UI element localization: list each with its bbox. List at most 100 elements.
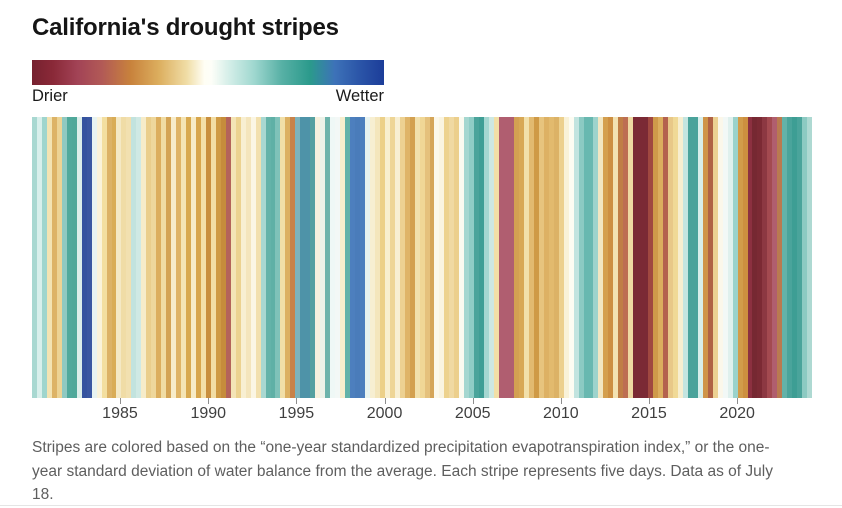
stripe [563, 117, 569, 398]
stripe [345, 117, 350, 398]
stripe [245, 117, 251, 398]
stripe [603, 117, 609, 398]
stripe [533, 117, 539, 398]
stripe [677, 117, 683, 398]
stripe [479, 117, 485, 398]
stripe [136, 117, 142, 398]
stripe [772, 117, 778, 398]
stripe [429, 117, 435, 398]
axis-tick [648, 398, 650, 404]
stripe [86, 117, 92, 398]
stripe [608, 117, 614, 398]
stripe [459, 117, 465, 398]
stripe [250, 117, 256, 398]
stripe [504, 117, 509, 398]
stripe [350, 117, 355, 398]
axis-tick-label: 1995 [278, 405, 315, 422]
stripe [200, 117, 206, 398]
stripe [588, 117, 594, 398]
stripe [146, 117, 152, 398]
stripe [71, 117, 77, 398]
stripe [618, 117, 624, 398]
stripe [171, 117, 177, 398]
color-scale-labels: Drier Wetter [32, 87, 384, 106]
stripe [499, 117, 505, 398]
stripe [359, 117, 365, 398]
stripe [290, 117, 296, 398]
stripe [364, 117, 370, 398]
stripe [325, 117, 331, 398]
stripe [285, 117, 291, 398]
stripe [573, 117, 579, 398]
stripe [369, 117, 375, 398]
stripe [191, 117, 196, 398]
stripe [672, 117, 678, 398]
stripe [270, 117, 276, 398]
stripe [454, 117, 460, 398]
stripe [300, 117, 306, 398]
stripe [240, 117, 246, 398]
stripe [792, 117, 798, 398]
stripe [235, 117, 241, 398]
stripe [578, 117, 584, 398]
axis-tick-label: 1990 [190, 405, 227, 422]
stripe [81, 117, 87, 398]
axis-tick [208, 398, 210, 404]
stripe [414, 117, 420, 398]
stripe [707, 117, 713, 398]
stripe [101, 117, 107, 398]
drought-stripes-plot [32, 117, 813, 398]
stripe [737, 117, 743, 398]
stripe [46, 117, 52, 398]
axis-tick [472, 398, 474, 404]
stripe [126, 117, 132, 398]
axis-tick-label: 2005 [454, 405, 491, 422]
stripe [752, 117, 758, 398]
stripe [762, 117, 768, 398]
color-scale-bar [32, 60, 384, 85]
stripe [205, 117, 211, 398]
stripe [340, 117, 346, 398]
stripe [176, 117, 182, 398]
stripe [787, 117, 793, 398]
stripe [255, 117, 261, 398]
stripe [36, 117, 42, 398]
stripe [215, 117, 221, 398]
stripe [513, 117, 519, 398]
stripe [166, 117, 172, 398]
stripe [553, 117, 559, 398]
stripe [623, 117, 629, 398]
stripe [161, 117, 167, 398]
axis-tick-label: 2020 [719, 405, 755, 422]
stripe [330, 117, 336, 398]
stripe [797, 117, 803, 398]
stripe [76, 117, 82, 398]
axis-tick-label: 1985 [102, 405, 138, 422]
stripe [782, 117, 788, 398]
stripe [374, 117, 380, 398]
stripe [449, 117, 455, 398]
stripe [116, 117, 122, 398]
stripe [767, 117, 773, 398]
stripe [409, 117, 415, 398]
stripe [509, 117, 514, 398]
stripe [777, 117, 783, 398]
stripe [628, 117, 634, 398]
stripe [558, 117, 564, 398]
stripe [682, 117, 688, 398]
stripe [91, 117, 97, 398]
stripe [280, 117, 286, 398]
stripe [260, 117, 266, 398]
stripe [543, 117, 549, 398]
stripe [379, 117, 385, 398]
stripe [419, 117, 425, 398]
stripe [439, 117, 445, 398]
stripe [464, 117, 470, 398]
legend-wetter-label: Wetter [335, 87, 384, 105]
stripe [568, 117, 574, 398]
stripe [687, 117, 693, 398]
stripe [697, 117, 703, 398]
stripe [643, 117, 649, 398]
stripe [404, 117, 410, 398]
